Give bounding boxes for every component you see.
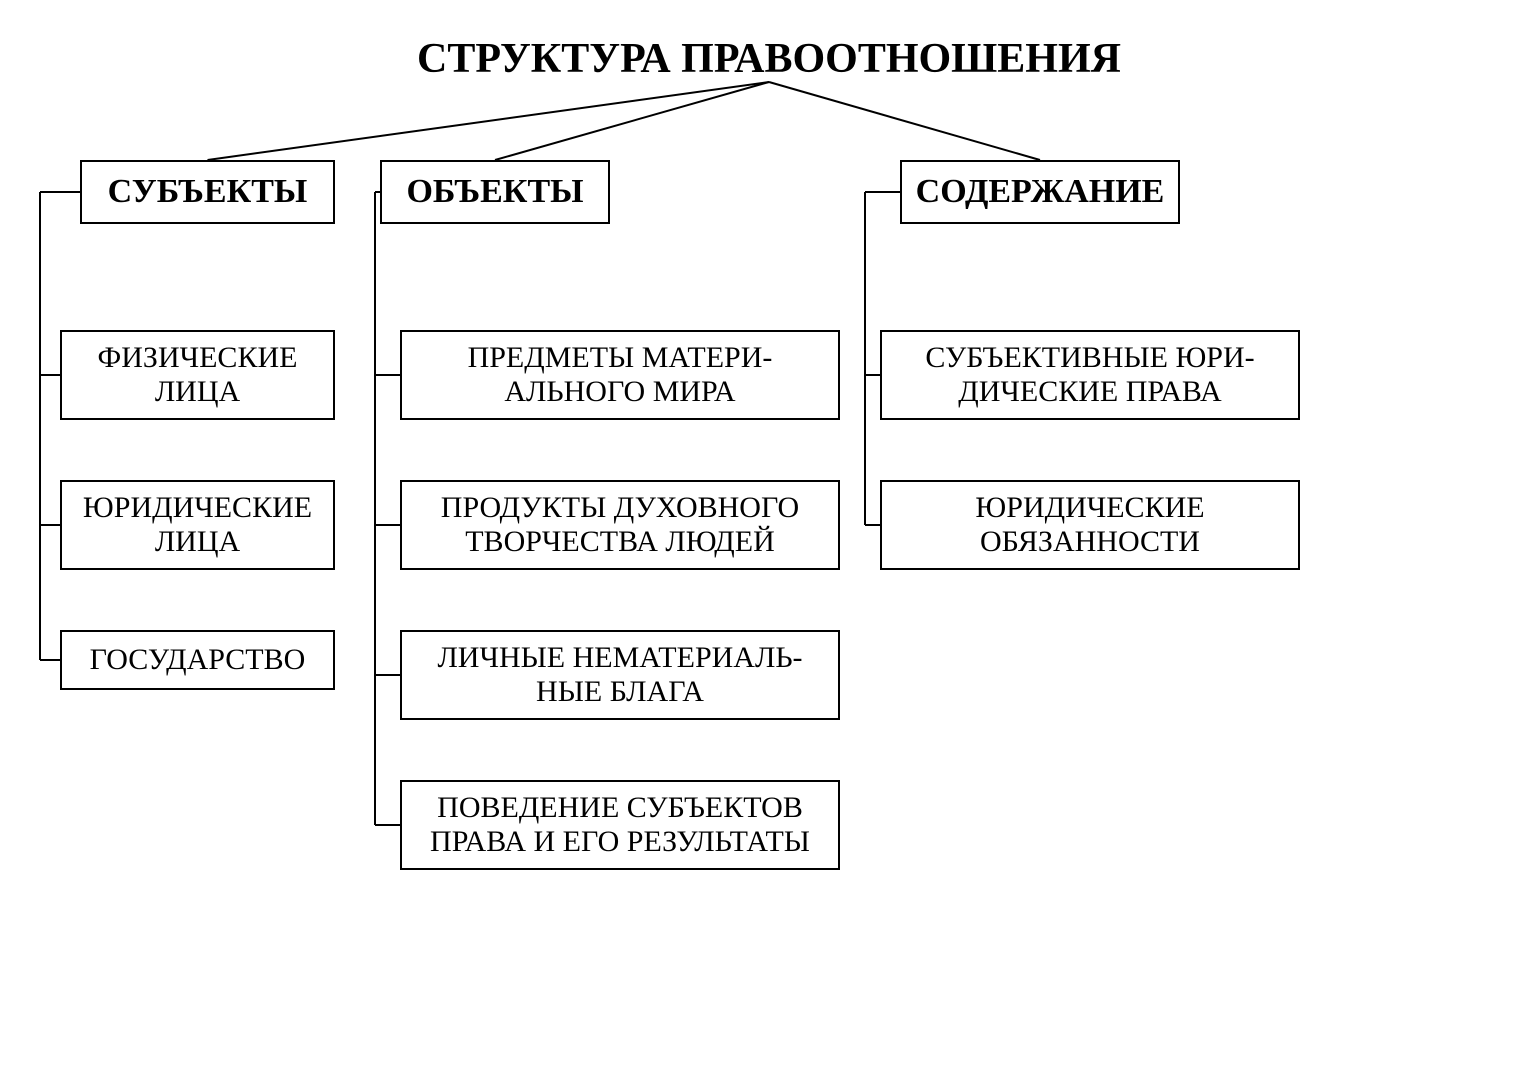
node-s1: ФИЗИЧЕСКИЕ ЛИЦА — [60, 330, 335, 420]
node-o4: ПОВЕДЕНИЕ СУБЪЕКТОВ ПРАВА И ЕГО РЕЗУЛЬТА… — [400, 780, 840, 870]
node-o3: ЛИЧНЫЕ НЕМАТЕРИАЛЬ- НЫЕ БЛАГА — [400, 630, 840, 720]
node-n-cont: СОДЕРЖАНИЕ — [900, 160, 1180, 224]
diagram-title: СТРУКТУРА ПРАВООТНОШЕНИЯ — [0, 35, 1538, 85]
node-o1: ПРЕДМЕТЫ МАТЕРИ- АЛЬНОГО МИРА — [400, 330, 840, 420]
node-s2: ЮРИДИЧЕСКИЕ ЛИЦА — [60, 480, 335, 570]
node-c2: ЮРИДИЧЕСКИЕ ОБЯЗАННОСТИ — [880, 480, 1300, 570]
node-s3: ГОСУДАРСТВО — [60, 630, 335, 690]
node-n-subj: СУБЪЕКТЫ — [80, 160, 335, 224]
node-c1: СУБЪЕКТИВНЫЕ ЮРИ- ДИЧЕСКИЕ ПРАВА — [880, 330, 1300, 420]
node-o2: ПРОДУКТЫ ДУХОВНОГО ТВОРЧЕСТВА ЛЮДЕЙ — [400, 480, 840, 570]
node-n-obj: ОБЪЕКТЫ — [380, 160, 610, 224]
